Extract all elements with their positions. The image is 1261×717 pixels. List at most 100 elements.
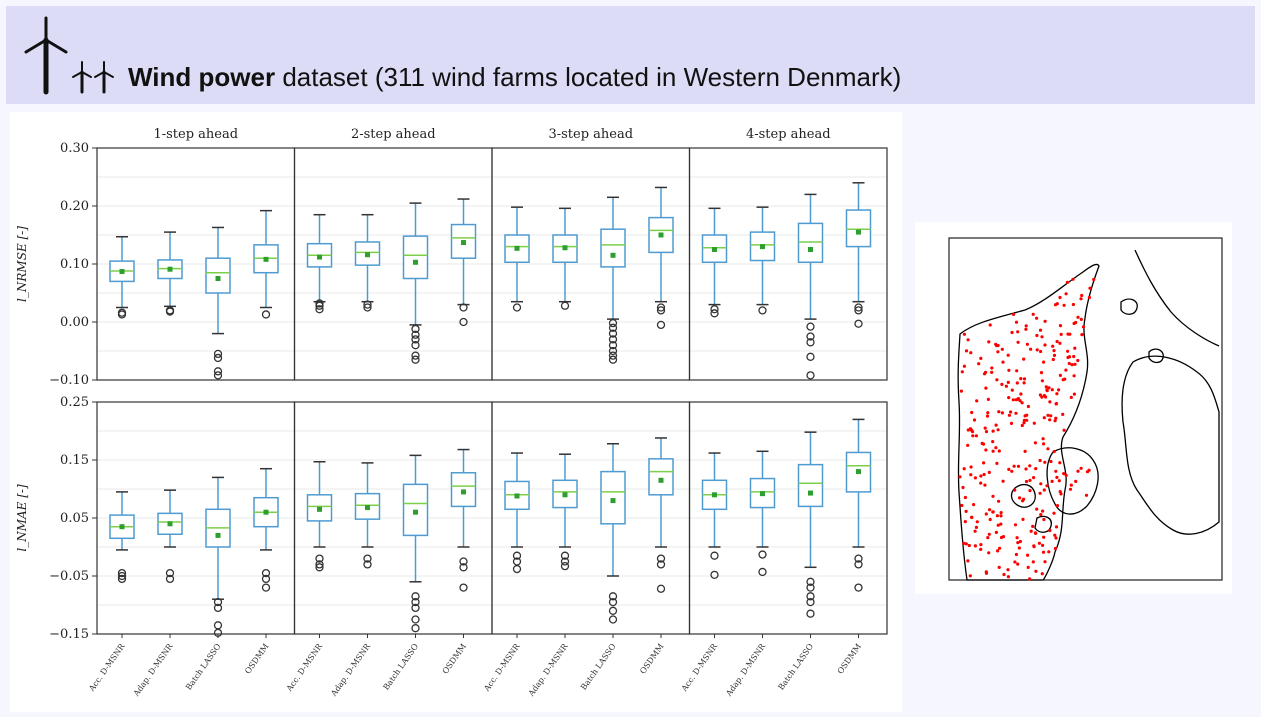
wind-farm-point <box>1053 533 1057 537</box>
wind-farm-point <box>1019 392 1023 396</box>
wind-farm-point <box>1038 458 1042 463</box>
mean-marker <box>514 245 520 251</box>
wind-farm-point <box>1047 550 1051 554</box>
outlier-point <box>261 568 271 578</box>
wind-farm-point <box>984 430 989 434</box>
wind-farm-point <box>1006 568 1010 572</box>
outlier-point <box>758 550 767 559</box>
outlier-point <box>656 303 666 312</box>
outlier-point <box>854 303 863 312</box>
wind-farm-point <box>994 530 998 534</box>
wind-farm-point <box>991 440 995 444</box>
wind-farm-point <box>1010 469 1014 473</box>
outlier-point <box>411 324 420 334</box>
wind-farm-point <box>1040 335 1044 339</box>
wind-farm-point <box>1024 467 1028 471</box>
wind-farm-point <box>1080 293 1084 298</box>
wind-farm-point <box>1051 344 1055 348</box>
outlier-point <box>213 603 223 613</box>
wind-farm-point <box>984 386 988 390</box>
wind-farm-point <box>1079 466 1083 470</box>
wind-farm-point <box>1001 360 1005 364</box>
x-tick-label: Adap. D-MSNR <box>131 641 175 698</box>
wind-farm-point <box>995 378 999 382</box>
wind-farm-point <box>1007 368 1011 372</box>
x-tick-label: Adap. D-MSNR <box>526 641 570 698</box>
mean-marker <box>856 229 861 235</box>
wind-farm-point <box>1054 402 1058 406</box>
wind-farm-point <box>961 485 965 490</box>
y-axis-label: l_NRMSE [-] <box>15 226 29 302</box>
outlier-point <box>117 310 127 319</box>
outlier-point <box>165 574 175 584</box>
wind-farm-point <box>995 514 999 518</box>
coastline <box>957 249 1220 581</box>
wind-farm-point <box>1016 397 1020 401</box>
wind-farm-point <box>1028 489 1032 493</box>
wind-farm-point <box>1061 412 1065 416</box>
wind-farm-point <box>996 428 1000 432</box>
outlier-point <box>363 554 372 563</box>
mean-marker <box>610 252 616 258</box>
wind-farm-point <box>984 571 989 575</box>
wind-farm-point <box>1045 388 1049 392</box>
horizon-title: 2-step ahead <box>351 127 436 142</box>
mean-marker <box>562 245 568 251</box>
outlier-point <box>213 597 223 607</box>
y-tick-label: 0.00 <box>60 315 89 330</box>
outlier-point <box>512 564 522 574</box>
wind-farm-point <box>963 495 967 500</box>
wind-farm-point <box>998 546 1002 550</box>
wind-farm-point <box>1038 491 1042 495</box>
wind-farm-point <box>985 414 990 418</box>
wind-farm-point <box>994 342 998 346</box>
wind-farm-point <box>1084 493 1089 497</box>
wind-farm-point <box>1021 499 1025 503</box>
wind-farm-point <box>1000 347 1004 351</box>
wind-farm-point <box>1071 277 1075 281</box>
mean-marker <box>658 477 664 483</box>
outlier-point <box>315 554 324 563</box>
wind-farm-point <box>1058 295 1062 300</box>
wind-farm-point <box>1054 525 1059 529</box>
outlier-point <box>608 323 618 332</box>
wind-farm-point <box>1025 418 1029 422</box>
wind-farm-point <box>1014 411 1018 415</box>
wind-farm-point <box>997 410 1001 414</box>
wind-farm-point <box>1058 341 1062 345</box>
wind-farm-point <box>986 536 990 540</box>
title-bold: Wind power <box>128 62 276 92</box>
wind-farm-point <box>1006 353 1010 357</box>
outlier-point <box>806 577 815 586</box>
wind-farm-point <box>1049 459 1053 464</box>
wind-farm-point <box>1062 428 1066 432</box>
wind-farm-point <box>1068 332 1072 336</box>
mean-marker <box>712 247 717 252</box>
wind-farm-point <box>960 503 964 508</box>
outlier-point <box>459 583 468 592</box>
wind-farm-point <box>1053 419 1057 423</box>
box <box>450 472 477 508</box>
wind-farm-point <box>962 332 966 336</box>
wind-farm-point <box>1016 340 1020 344</box>
horizon-title: 4-step ahead <box>746 127 831 142</box>
wind-farm-point <box>990 366 994 370</box>
wind-farm-point <box>1014 320 1019 324</box>
wind-farm-point <box>1047 386 1051 390</box>
wind-farm-point <box>972 418 977 422</box>
outlier-point <box>560 557 570 566</box>
wind-farm-point <box>973 544 977 548</box>
wind-farm-point <box>1029 347 1033 351</box>
wind-farm-point <box>1053 303 1058 307</box>
outlier-point <box>806 352 815 361</box>
outlier-point <box>213 349 223 359</box>
wind-farm-point <box>962 541 966 545</box>
wind-farm-point <box>997 565 1001 569</box>
outlier-point <box>608 351 618 360</box>
wind-farm-point <box>1035 316 1039 320</box>
wind-farm-point <box>1052 511 1056 515</box>
wind-farm-point <box>1059 492 1063 496</box>
wind-farm-point <box>963 520 967 524</box>
wind-farm-point <box>1035 348 1039 352</box>
wind-turbine-icon <box>24 16 114 95</box>
